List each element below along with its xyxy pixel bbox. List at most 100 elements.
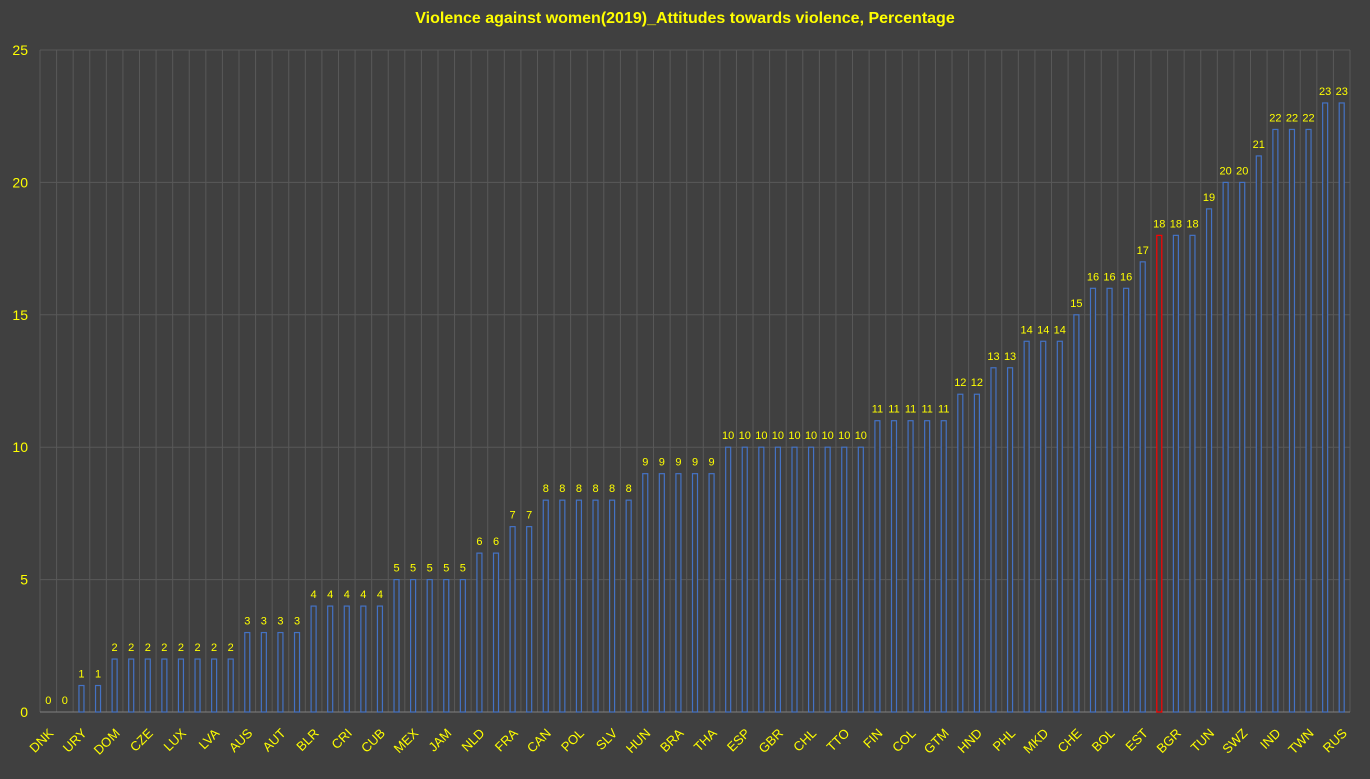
x-tick-label: CRI: [328, 726, 354, 752]
bar: [1073, 314, 1080, 713]
bar: [360, 605, 367, 713]
data-label: 8: [576, 483, 582, 495]
data-label: 18: [1186, 218, 1198, 230]
bar: [1056, 340, 1063, 713]
bar: [791, 446, 798, 713]
x-tick-label: CAN: [524, 726, 554, 756]
data-label: 15: [1070, 298, 1082, 310]
data-label: 5: [460, 563, 466, 575]
x-tick-label: FRA: [492, 725, 521, 754]
data-label: 19: [1203, 192, 1215, 204]
data-label: 2: [128, 642, 134, 654]
x-tick-label: TWN: [1285, 726, 1317, 758]
data-label: 14: [1054, 324, 1066, 336]
data-label: 14: [1021, 324, 1033, 336]
data-label: 10: [755, 430, 767, 442]
data-label: 14: [1037, 324, 1049, 336]
data-label: 10: [788, 430, 800, 442]
x-tick-label: SWZ: [1219, 725, 1250, 756]
bar: [940, 420, 947, 713]
bar: [542, 499, 549, 713]
bar: [194, 658, 201, 713]
data-label: 11: [872, 404, 883, 416]
bar: [161, 658, 168, 713]
bar: [758, 446, 765, 713]
bar: [1172, 234, 1179, 713]
bar: [144, 658, 151, 713]
data-label: 2: [228, 642, 234, 654]
x-tick-label: URY: [60, 725, 90, 755]
data-label: 3: [261, 616, 267, 628]
y-tick-label: 20: [12, 174, 28, 190]
data-label: 3: [294, 616, 300, 628]
bar: [509, 526, 516, 713]
data-label: 0: [62, 695, 68, 707]
x-tick-label: NLD: [459, 726, 488, 755]
data-label: 8: [609, 483, 615, 495]
data-label: 7: [510, 510, 516, 522]
x-tick-label: CUB: [358, 726, 388, 756]
bar: [227, 658, 234, 713]
x-tick-label: EST: [1122, 725, 1151, 754]
x-tick-label: GTM: [921, 726, 952, 757]
bar: [625, 499, 632, 713]
x-tick-label: PHL: [990, 726, 1018, 754]
data-label: 2: [145, 642, 151, 654]
data-label: 8: [543, 483, 549, 495]
x-tick-label: COL: [889, 726, 919, 756]
bar: [1123, 287, 1130, 713]
bar: [1239, 181, 1246, 713]
data-label: 5: [393, 563, 399, 575]
bar: [1023, 340, 1030, 713]
x-tick-label: CHL: [790, 726, 819, 755]
x-tick-label: GBR: [756, 726, 787, 757]
bar: [857, 446, 864, 713]
bar: [1006, 367, 1014, 713]
bar: [575, 499, 583, 713]
x-tick-label: FIN: [860, 726, 885, 751]
data-label: 7: [526, 510, 532, 522]
data-label: 23: [1319, 86, 1331, 98]
x-tick-label: BGR: [1153, 726, 1184, 757]
data-label: 11: [921, 404, 932, 416]
data-label: 1: [78, 669, 84, 681]
x-tick-label: SLV: [593, 725, 621, 753]
bar: [1288, 128, 1296, 713]
x-tick-label: DOM: [91, 726, 123, 758]
y-tick-label: 5: [20, 572, 28, 588]
data-label: 4: [311, 589, 317, 601]
x-tick-label: LUX: [161, 725, 190, 754]
data-label: 0: [45, 695, 51, 707]
bar: [443, 578, 450, 713]
bar: [260, 631, 267, 713]
bar: [78, 684, 85, 713]
data-label: 1: [95, 669, 101, 681]
x-tick-label: BLR: [293, 726, 321, 754]
data-label: 3: [277, 616, 283, 628]
x-tick-label: CHE: [1054, 725, 1084, 755]
x-tick-label: MEX: [391, 725, 422, 756]
bar: [890, 420, 898, 713]
bar: [1040, 340, 1047, 713]
bar: [675, 473, 682, 713]
x-tick-label: THA: [691, 725, 720, 754]
x-tick-label: POL: [558, 726, 587, 755]
bar: [592, 499, 599, 713]
bar: [111, 658, 118, 713]
bar: [244, 631, 251, 713]
bar: [608, 499, 616, 713]
bar: [691, 473, 699, 713]
data-label: 10: [855, 430, 867, 442]
x-tick-label: CZE: [127, 725, 156, 754]
bar: [1322, 102, 1329, 713]
chart-title: Violence against women(2019)_Attitudes t…: [415, 10, 955, 27]
x-tick-label: HND: [954, 726, 985, 757]
bar: [94, 684, 102, 713]
data-label: 6: [476, 536, 482, 548]
data-label: 20: [1220, 165, 1232, 177]
bar: [393, 578, 400, 713]
x-tick-label: AUT: [260, 725, 289, 754]
bar: [376, 605, 384, 713]
bar: [1255, 155, 1262, 713]
